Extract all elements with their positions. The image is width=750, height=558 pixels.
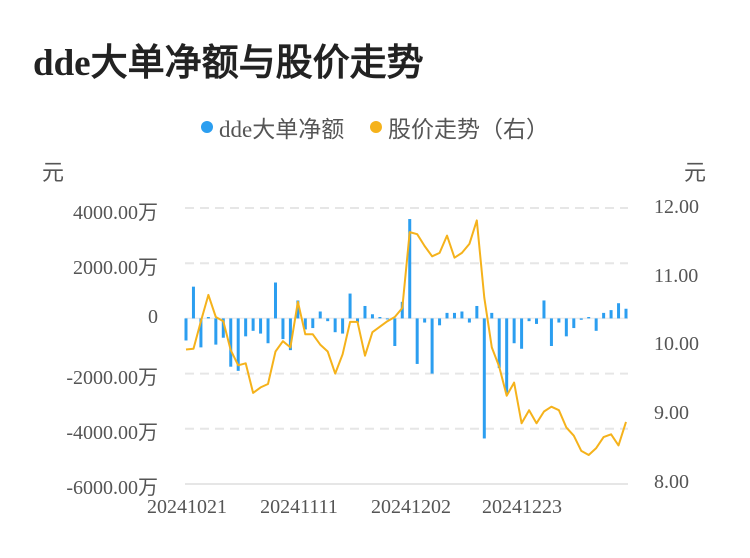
left-tick-4: -4000.00万 (66, 422, 158, 444)
x-tick-2: 20241202 (371, 496, 451, 518)
x-tick-3: 20241223 (482, 496, 562, 518)
left-tick-0: 4000.00万 (73, 202, 158, 224)
left-axis-unit: 元 (42, 160, 65, 185)
legend-item-dde[interactable]: dde大单净额 (201, 110, 344, 144)
right-tick-2: 10.00 (654, 333, 699, 355)
right-tick-1: 11.00 (654, 265, 699, 287)
price-line (185, 219, 627, 456)
legend-item-price[interactable]: 股价走势（右） (369, 110, 549, 144)
legend-dot-price-icon (369, 121, 382, 133)
right-axis-unit: 元 (684, 160, 707, 185)
legend: dde大单净额 股价走势（右） (0, 110, 750, 144)
x-tick-1: 20241111 (260, 496, 338, 518)
chart-title: dde大单净额与股价走势 (33, 43, 424, 84)
right-tick-0: 12.00 (654, 196, 699, 218)
dde-bars (184, 219, 628, 439)
x-tick-0: 20241021 (147, 496, 227, 518)
left-tick-1: 2000.00万 (73, 257, 158, 279)
right-tick-3: 9.00 (654, 402, 689, 424)
legend-dot-dde-icon (201, 121, 214, 133)
left-tick-2: 0 (148, 306, 158, 328)
left-tick-3: -2000.00万 (66, 367, 158, 389)
gridlines (185, 207, 628, 485)
legend-label-price: 股价走势（右） (387, 117, 549, 142)
legend-label-dde: dde大单净额 (219, 117, 345, 142)
right-tick-4: 8.00 (654, 471, 689, 493)
left-tick-5: -6000.00万 (66, 477, 158, 499)
